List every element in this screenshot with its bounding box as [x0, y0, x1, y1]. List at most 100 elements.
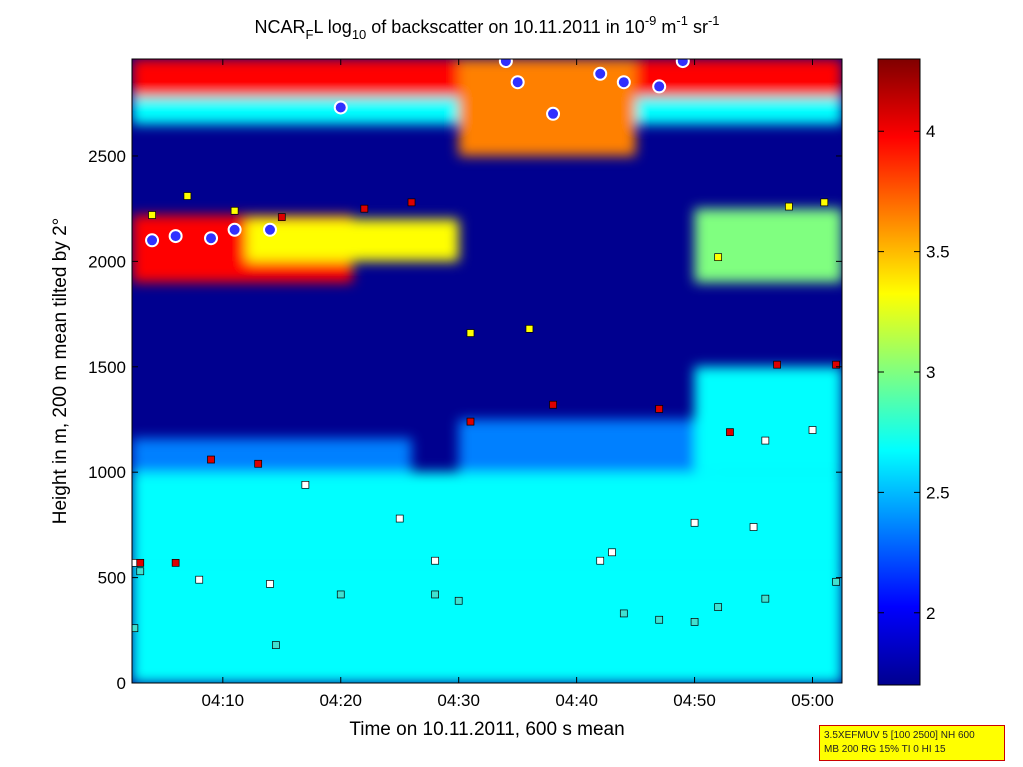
marker-yellow-4	[525, 324, 534, 333]
y-tick-label-1: 500	[98, 569, 126, 588]
x-axis: 04:10 04:20 04:30 04:40 04:50 05:00	[202, 59, 834, 710]
x-tick-label-2: 04:30	[437, 691, 480, 710]
title-sub1: F	[306, 27, 314, 42]
marker-magenta_ring-12	[675, 59, 690, 69]
y-axis-label: Height in m, 200 m mean tilted by 2°	[50, 218, 71, 524]
marker-red-8	[549, 400, 557, 409]
marker-magenta_ring-1	[168, 229, 183, 244]
marker-red-3	[254, 459, 263, 468]
marker-cyan-0	[132, 624, 139, 633]
title-unit1: m	[656, 17, 676, 37]
marker-cyan-9	[714, 603, 723, 611]
marker-yellow-5	[714, 253, 723, 262]
marker-cyan-2	[136, 567, 145, 576]
colorbar-tick-label-2: 3	[926, 363, 935, 382]
marker-yellow-7	[820, 198, 829, 207]
x-tick-label-4: 04:50	[673, 691, 716, 710]
marker-white-9	[749, 523, 758, 531]
colorbar-tick-label-3: 3.5	[926, 243, 950, 262]
marker-cyan-3	[336, 590, 345, 599]
marker-red-6	[407, 198, 416, 207]
x-tick-label-5: 05:00	[791, 691, 834, 710]
marker-white-8	[690, 518, 699, 527]
marker-magenta_ring-11	[652, 79, 667, 94]
marker-red-7	[466, 417, 475, 426]
title-mid: L log	[313, 17, 351, 37]
marker-magenta_ring-6	[498, 59, 513, 69]
heat-cloud-2	[694, 208, 842, 283]
marker-cyan-6	[619, 609, 628, 618]
title-sup1: -9	[645, 13, 657, 28]
marker-white-4	[395, 514, 404, 523]
info-line-2: MB 200 RG 15% TI 0 HI 15	[824, 744, 946, 755]
plot-frame	[131, 58, 843, 684]
heat-surface-0	[132, 564, 842, 683]
marker-red-1	[171, 558, 180, 567]
heat-aerosol-0	[132, 472, 842, 565]
heat-aerosol-2	[458, 419, 719, 473]
colorbar-tick-label-1: 2.5	[926, 483, 950, 502]
y-axis: 0 500 1000 1500 2000 2500	[88, 147, 842, 693]
marker-cyan-4	[431, 590, 439, 599]
marker-magenta_ring-8	[546, 106, 561, 121]
marker-red-4	[277, 213, 286, 221]
marker-magenta_ring-0	[145, 233, 160, 248]
marker-magenta_ring-9	[593, 66, 608, 81]
marker-white-1	[195, 575, 204, 584]
y-tick-label-4: 2000	[88, 252, 126, 271]
marker-white-5	[431, 556, 439, 565]
marker-red-5	[360, 204, 369, 213]
colorbar	[877, 58, 921, 686]
marker-magenta_ring-2	[204, 231, 219, 246]
marker-cyan-1	[272, 641, 280, 649]
marker-yellow-2	[230, 206, 239, 215]
marker-cyan-10	[761, 594, 770, 603]
marker-magenta_ring-7	[510, 75, 525, 90]
marker-cyan-8	[690, 618, 699, 626]
y-tick-label-2: 1000	[88, 463, 126, 482]
x-tick-label-1: 04:20	[319, 691, 362, 710]
title-prefix: NCAR	[254, 17, 305, 37]
colorbar-ticks: 2 2.5 3 3.5 4	[878, 122, 950, 623]
colorbar-tick-label-0: 2	[926, 604, 935, 623]
marker-cyan-7	[655, 615, 664, 624]
marker-red-9	[655, 405, 664, 413]
title-sup2: -1	[676, 13, 688, 28]
marker-white-6	[596, 556, 605, 565]
marker-cyan-5	[454, 596, 463, 605]
marker-magenta_ring-4	[262, 222, 277, 237]
settings-info-box: 3.5XEFMUV 5 [100 2500] NH 600 MB 200 RG …	[819, 725, 1005, 761]
heat-cloud-1	[246, 219, 459, 262]
x-tick-label-0: 04:10	[202, 691, 245, 710]
marker-red-12	[832, 360, 840, 369]
marker-cyan-11	[832, 577, 840, 586]
marker-white-3	[301, 480, 310, 489]
title-unit2: sr	[688, 17, 708, 37]
marker-magenta_ring-10	[616, 75, 631, 90]
heat-upper-2	[458, 59, 636, 156]
marker-magenta_ring-5	[333, 100, 348, 115]
colorbar-tick-label-4: 4	[926, 122, 935, 141]
marker-layer	[132, 59, 840, 649]
marker-white-11	[808, 426, 817, 434]
marker-yellow-1	[183, 192, 192, 200]
info-line-1: 3.5XEFMUV 5 [100 2500] NH 600	[824, 730, 975, 741]
chart-title: NCARFL log10 of backscatter on 10.11.201…	[254, 13, 719, 42]
marker-red-11	[773, 360, 781, 369]
y-tick-label-3: 1500	[88, 358, 126, 377]
marker-red-0	[136, 558, 145, 567]
y-tick-label-0: 0	[117, 674, 126, 693]
marker-yellow-3	[466, 329, 475, 337]
title-sup3: -1	[708, 13, 720, 28]
marker-white-10	[761, 436, 770, 445]
marker-yellow-6	[785, 202, 793, 211]
title-main: of backscatter on 10.11.2011 in 10	[366, 17, 645, 37]
y-tick-label-5: 2500	[88, 147, 126, 166]
title-sub2: 10	[352, 27, 366, 42]
marker-red-10	[726, 428, 734, 436]
marker-yellow-0	[148, 211, 156, 219]
heat-aerosol-1	[132, 438, 412, 473]
marker-magenta_ring-3	[227, 222, 242, 237]
x-axis-label: Time on 10.11.2011, 600 s mean	[349, 719, 624, 740]
